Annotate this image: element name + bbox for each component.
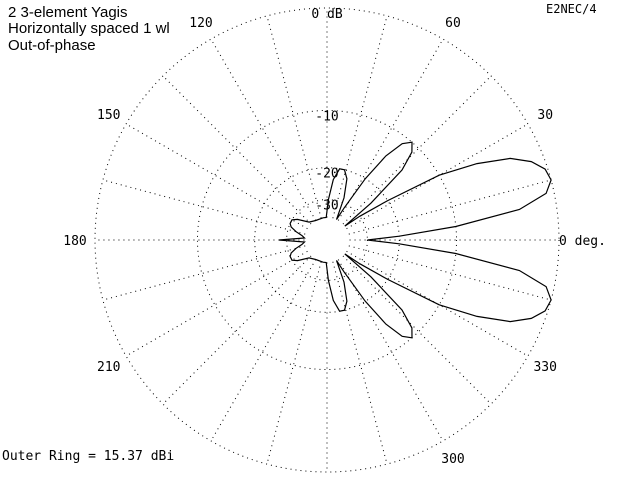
pattern-trace [278,141,552,339]
grid-spoke [125,250,308,357]
grid-spoke [266,15,322,219]
grid-spoke [125,123,308,230]
polar-grid [94,7,560,473]
grid-spoke [342,255,492,405]
grid-spoke [266,261,322,465]
grid-spoke [337,38,444,221]
angle-label: 150 [97,108,120,123]
angle-label: 120 [189,16,212,31]
angle-label: 0 deg. [559,234,606,249]
grid-spoke [102,179,306,235]
ring-label: -30 [315,199,338,214]
title-line-3: Out-of-phase [8,37,96,54]
grid-spoke [348,245,552,301]
radiation-pattern [278,141,552,339]
grid-spoke [337,259,444,442]
grid-ring [196,109,458,371]
title-line-1: 2 3-element Yagis [8,4,128,21]
ring-label: -20 [315,167,338,182]
grid-spoke [162,75,312,225]
grid-spoke [332,15,388,219]
angle-label: 300 [441,452,464,467]
angle-label: 180 [63,234,86,249]
angle-labels: 0 deg. 30 60 120 150 180 210 330 300 [63,16,606,467]
grid-ring [94,7,560,473]
grid-spoke [342,75,492,225]
grid-spoke [332,261,388,465]
angle-label: 30 [537,108,553,123]
grid-spoke [348,179,552,235]
grid-spoke [210,259,317,442]
outer-ring-footer: Outer Ring = 15.37 dBi [2,449,175,464]
angle-label: 330 [533,360,556,375]
grid-ring [254,167,400,313]
angle-label: 210 [97,360,120,375]
ring-label: 0 dB [311,7,342,22]
grid-spoke [162,255,312,405]
angle-label: 60 [445,16,461,31]
grid-spoke [210,38,317,221]
program-label: E2NEC/4 [546,2,597,16]
ring-labels: 0 dB -10 -20 -30 [311,7,342,214]
grid-spoke [102,245,306,301]
ring-label: -10 [315,109,338,124]
title-line-2: Horizontally spaced 1 wl [8,20,170,37]
